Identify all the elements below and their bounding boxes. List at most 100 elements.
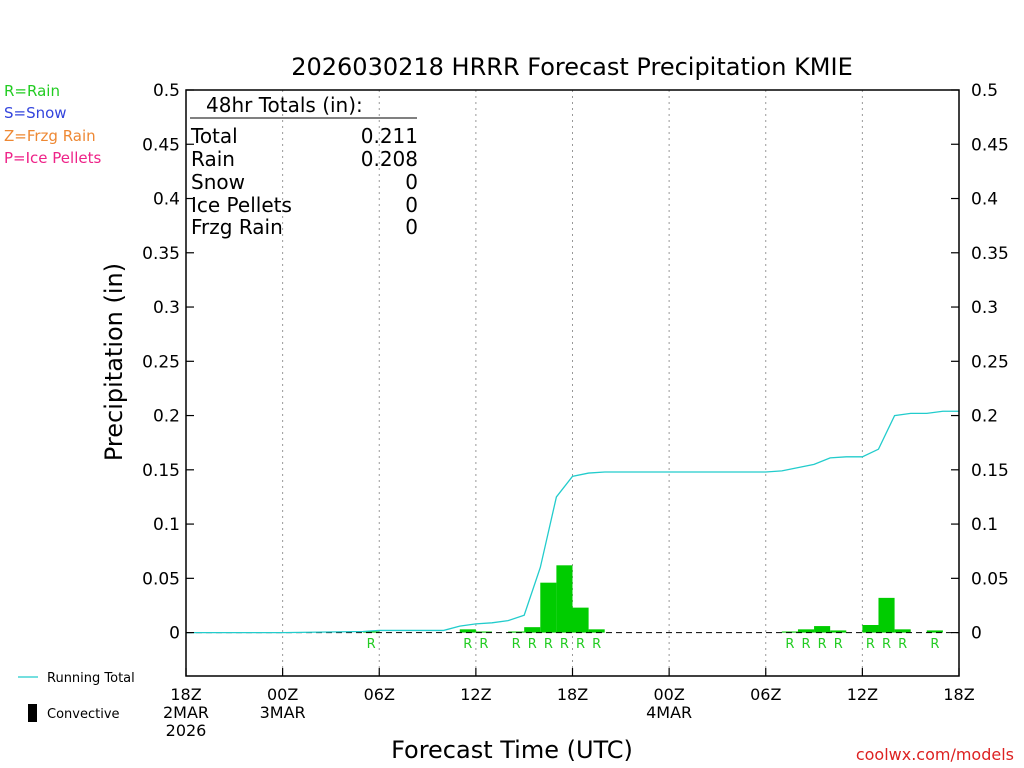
precip-type-label: R (866, 637, 875, 652)
y-tick-label-left: 0.25 (142, 352, 180, 372)
precip-type-label: R (834, 637, 843, 652)
precip-bar (556, 565, 573, 633)
y-tick-label-left: 0.45 (142, 135, 180, 155)
precip-type-label: R (818, 637, 827, 652)
y-axis-label: Precipitation (in) (100, 263, 128, 461)
running-total-line (186, 410, 959, 634)
y-tick-label-left: 0.1 (153, 515, 180, 535)
precip-type-label: R (512, 637, 521, 652)
y-tick-label-right: 0.2 (971, 407, 998, 427)
y-tick-label-right: 0.45 (971, 135, 1009, 155)
y-tick-label-right: 0.05 (971, 569, 1009, 589)
precip-bar (363, 631, 380, 633)
precip-bar (508, 631, 525, 633)
precip-bars (363, 565, 943, 633)
legend-rain: R=Rain (4, 82, 60, 100)
precip-type-label: R (801, 637, 810, 652)
precip-bar (894, 629, 911, 633)
y-tick-label-right: 0.4 (971, 190, 998, 210)
totals-label-ice-pellets: Ice Pellets (191, 193, 292, 217)
x-tick-label: 18Z (557, 685, 588, 704)
y-axis-right: 0 0.05 0.1 0.15 0.2 0.25 0.3 0.35 0.4 0.45 0.5 (951, 81, 1009, 644)
precip-type-label: R (544, 637, 553, 652)
precip-type-label: R (882, 637, 891, 652)
running-total-legend-label: Running Total (47, 671, 135, 686)
x-tick-label: 06Z (364, 685, 395, 704)
precip-bar (475, 631, 492, 633)
precip-type-label: R (463, 637, 472, 652)
precip-type-label: R (560, 637, 569, 652)
x-tick-label: 4MAR (646, 703, 692, 722)
y-tick-label-left: 0.35 (142, 244, 180, 264)
x-tick-label: 18Z (170, 685, 201, 704)
x-axis-label: Forecast Time (UTC) (391, 736, 633, 764)
x-tick-label: 00Z (653, 685, 684, 704)
y-tick-label-left: 0.2 (153, 407, 180, 427)
y-tick-label-left: 0.4 (153, 190, 180, 210)
x-tick-label: 06Z (750, 685, 781, 704)
precip-bar (797, 629, 815, 633)
totals-box: 48hr Totals (in): Total 0.211 Rain 0.208… (190, 93, 418, 239)
x-tick-label: 00Z (267, 685, 298, 704)
precip-bar (572, 607, 589, 633)
x-tick-label: 18Z (943, 685, 974, 704)
precip-type-label: R (785, 637, 794, 652)
precip-bar (524, 627, 541, 633)
series-legend: Running Total Convective (18, 671, 135, 722)
precip-bar (814, 626, 831, 633)
legend-ice-pellets: P=Ice Pellets (4, 149, 101, 167)
precip-type-label: R (479, 637, 488, 652)
precip-bar (878, 597, 895, 633)
totals-value-total: 0.211 (361, 124, 418, 148)
totals-value-rain: 0.208 (361, 147, 418, 171)
precip-bar (540, 582, 557, 633)
precip-type-legend: R=Rain S=Snow Z=Frzg Rain P=Ice Pellets (4, 82, 101, 167)
y-tick-label-right: 0.15 (971, 461, 1009, 481)
precip-bar (459, 629, 476, 633)
precip-bar (862, 624, 879, 633)
y-axis-left: 0 0.05 0.1 0.15 0.2 0.25 0.3 0.35 0.4 0.45 0.5 (142, 81, 194, 644)
vertical-gridlines (282, 90, 863, 676)
totals-header: 48hr Totals (in): (206, 93, 363, 117)
totals-value-freezing-rain: 0 (405, 215, 418, 239)
x-tick-label: 12Z (847, 685, 878, 704)
x-tick-label: 3MAR (260, 703, 306, 722)
precip-bar (781, 631, 798, 633)
y-tick-label-left: 0.15 (142, 461, 180, 481)
totals-label-total: Total (190, 124, 238, 148)
totals-label-freezing-rain: Frzg Rain (191, 215, 283, 239)
totals-value-ice-pellets: 0 (405, 193, 418, 217)
convective-legend-label: Convective (47, 707, 120, 722)
y-tick-label-right: 0.35 (971, 244, 1009, 264)
legend-snow: S=Snow (4, 104, 67, 122)
y-tick-label-left: 0.5 (153, 81, 180, 101)
y-tick-label-right: 0.1 (971, 515, 998, 535)
convective-swatch (28, 704, 37, 722)
precip-type-label: R (930, 637, 939, 652)
totals-value-snow: 0 (405, 170, 418, 194)
y-tick-label-left: 0 (169, 624, 180, 644)
precip-type-label: R (576, 637, 585, 652)
totals-label-rain: Rain (191, 147, 235, 171)
precip-type-label: R (528, 637, 537, 652)
credit-text: coolwx.com/models (856, 745, 1014, 764)
chart-title: 2026030218 HRRR Forecast Precipitation K… (291, 53, 853, 81)
precip-type-label: R (367, 637, 376, 652)
legend-freezing-rain: Z=Frzg Rain (4, 127, 96, 145)
y-tick-label-left: 0.05 (142, 569, 180, 589)
precip-type-label: R (898, 637, 907, 652)
x-tick-label: 12Z (460, 685, 491, 704)
precip-bar (588, 629, 605, 633)
precip-bar (830, 630, 847, 633)
x-tick-label: 2026 (166, 721, 207, 740)
totals-label-snow: Snow (191, 170, 245, 194)
y-tick-label-left: 0.3 (153, 298, 180, 318)
precip-bar (926, 630, 943, 633)
y-tick-label-right: 0 (971, 624, 982, 644)
y-tick-label-right: 0.5 (971, 81, 998, 101)
x-tick-label: 2MAR (163, 703, 209, 722)
y-tick-label-right: 0.25 (971, 352, 1009, 372)
